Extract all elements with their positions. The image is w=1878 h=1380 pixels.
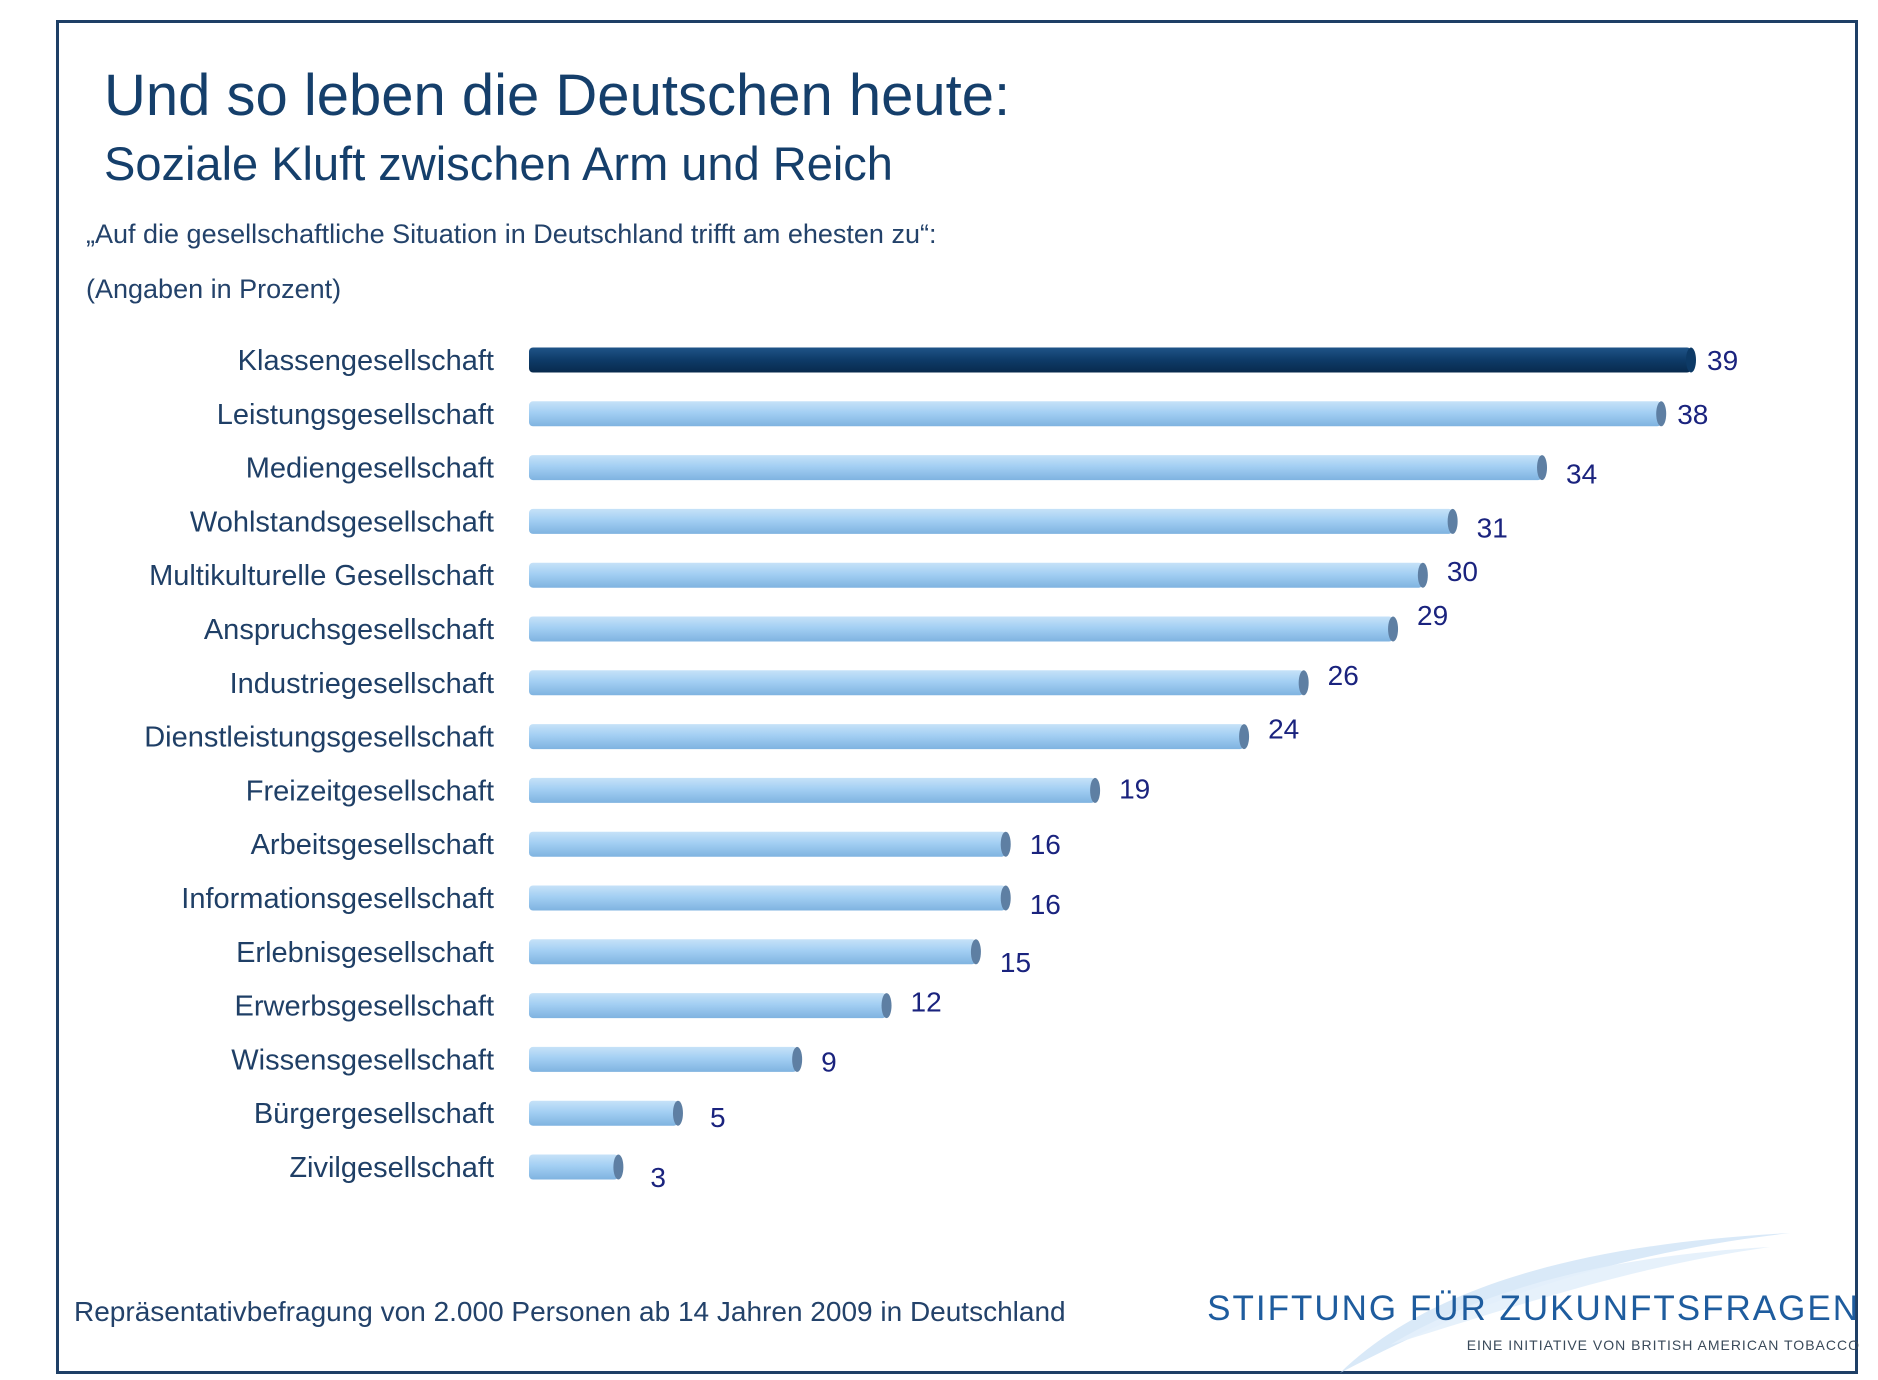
- value-label: 16: [1030, 889, 1061, 920]
- category-label: Dienstleistungsgesellschaft: [144, 722, 494, 754]
- bar-end-cap: [1447, 508, 1458, 534]
- value-label: 12: [911, 987, 942, 1018]
- unit-note: (Angaben in Prozent): [86, 274, 342, 304]
- bar-row: Zivilgesellschaft 3: [289, 1152, 666, 1193]
- bar: [529, 831, 1006, 857]
- bar-row: Industriegesellschaft 26: [230, 660, 1359, 700]
- category-label: Leistungsgesellschaft: [217, 399, 494, 431]
- page-subtitle: Soziale Kluft zwischen Arm und Reich: [104, 137, 893, 190]
- survey-footnote: Repräsentativbefragung von 2.000 Persone…: [74, 1296, 1066, 1327]
- bar-end-cap: [1239, 724, 1250, 750]
- bar-end-cap: [792, 1046, 803, 1072]
- bar: [529, 562, 1423, 588]
- survey-question: „Auf die gesellschaftliche Situation in …: [86, 219, 937, 249]
- chart-frame: [56, 20, 1858, 1374]
- bar-row: Freizeitgesellschaft 19: [246, 773, 1150, 807]
- category-label: Mediengesellschaft: [246, 453, 494, 485]
- value-label: 3: [650, 1162, 666, 1193]
- bar-row: Wohlstandsgesellschaft 31: [190, 506, 1508, 543]
- bar-end-cap: [1417, 562, 1428, 588]
- category-label: Bürgergesellschaft: [254, 1098, 494, 1130]
- bar-end-cap: [1388, 616, 1399, 642]
- logo-name: STIFTUNG FÜR ZUKUNFTSFRAGEN: [1207, 1289, 1860, 1328]
- bar: [529, 1100, 678, 1126]
- bar: [529, 508, 1453, 534]
- bar: [529, 993, 887, 1019]
- bar-row: Erlebnisgesellschaft 15: [236, 937, 1031, 978]
- value-label: 5: [710, 1102, 726, 1133]
- category-label: Wohlstandsgesellschaft: [190, 506, 494, 538]
- value-label: 38: [1677, 399, 1708, 430]
- bar-row: Informationsgesellschaft 16: [181, 883, 1061, 920]
- bar-end-cap: [1656, 401, 1667, 427]
- bar-row: Erwerbsgesellschaft 12: [235, 987, 942, 1023]
- bar-row: Wissensgesellschaft 9: [231, 1044, 836, 1077]
- category-label: Erwerbsgesellschaft: [235, 991, 495, 1023]
- bar: [529, 347, 1691, 373]
- category-label: Freizeitgesellschaft: [246, 775, 494, 807]
- value-label: 31: [1477, 512, 1508, 543]
- bar-end-cap: [672, 1100, 683, 1126]
- bar: [529, 455, 1543, 481]
- bar-end-cap: [1000, 885, 1011, 911]
- bar: [529, 939, 976, 965]
- category-label: Zivilgesellschaft: [289, 1152, 494, 1184]
- bar: [529, 1154, 619, 1180]
- bar-row: Leistungsgesellschaft 38: [217, 399, 1709, 431]
- bar: [529, 401, 1662, 427]
- bar-end-cap: [1537, 455, 1548, 481]
- value-label: 19: [1119, 773, 1150, 804]
- bar-end-cap: [1686, 347, 1696, 373]
- value-label: 24: [1268, 714, 1299, 745]
- category-label: Klassengesellschaft: [238, 345, 494, 377]
- bars-group: Klassengesellschaft 39Leistungsgesellscha…: [144, 345, 1738, 1193]
- category-label: Informationsgesellschaft: [181, 883, 494, 915]
- category-label: Arbeitsgesellschaft: [251, 829, 494, 861]
- bar-row: Arbeitsgesellschaft 16: [251, 829, 1061, 861]
- value-label: 30: [1447, 556, 1478, 587]
- bar-row: Dienstleistungsgesellschaft 24: [144, 714, 1299, 754]
- bar-end-cap: [970, 939, 981, 965]
- bar: [529, 777, 1096, 803]
- bar-row: Anspruchsgesellschaft 29: [204, 600, 1448, 646]
- logo-tagline: EINE INITIATIVE VON BRITISH AMERICAN TOB…: [1466, 1337, 1860, 1353]
- category-label: Erlebnisgesellschaft: [236, 937, 494, 969]
- bar-end-cap: [1298, 670, 1309, 696]
- bar-end-cap: [1090, 777, 1101, 803]
- bar: [529, 670, 1304, 696]
- bar-row: Mediengesellschaft 34: [246, 453, 1597, 490]
- bar-row: Bürgergesellschaft 5: [254, 1098, 726, 1133]
- category-label: Wissensgesellschaft: [231, 1044, 494, 1076]
- value-label: 15: [1000, 947, 1031, 978]
- bar-row: Multikulturelle Gesellschaft 30: [149, 556, 1478, 592]
- value-label: 9: [821, 1046, 837, 1077]
- bar: [529, 724, 1245, 750]
- bar-row: Klassengesellschaft 39: [238, 345, 1738, 377]
- foundation-logo: STIFTUNG FÜR ZUKUNFTSFRAGEN EINE INITIAT…: [1207, 1225, 1860, 1375]
- bar: [529, 885, 1006, 911]
- category-label: Anspruchsgesellschaft: [204, 614, 494, 646]
- value-label: 26: [1328, 660, 1359, 691]
- bar: [529, 616, 1394, 642]
- bar-end-cap: [613, 1154, 624, 1180]
- page-title: Und so leben die Deutschen heute:: [104, 63, 1011, 128]
- value-label: 39: [1707, 345, 1738, 376]
- bar-end-cap: [1000, 831, 1011, 857]
- value-label: 16: [1030, 829, 1061, 860]
- category-label: Industriegesellschaft: [230, 668, 494, 700]
- value-label: 34: [1566, 459, 1597, 490]
- value-label: 29: [1417, 600, 1448, 631]
- category-label: Multikulturelle Gesellschaft: [149, 560, 494, 592]
- bar-end-cap: [881, 993, 892, 1019]
- bar: [529, 1046, 798, 1072]
